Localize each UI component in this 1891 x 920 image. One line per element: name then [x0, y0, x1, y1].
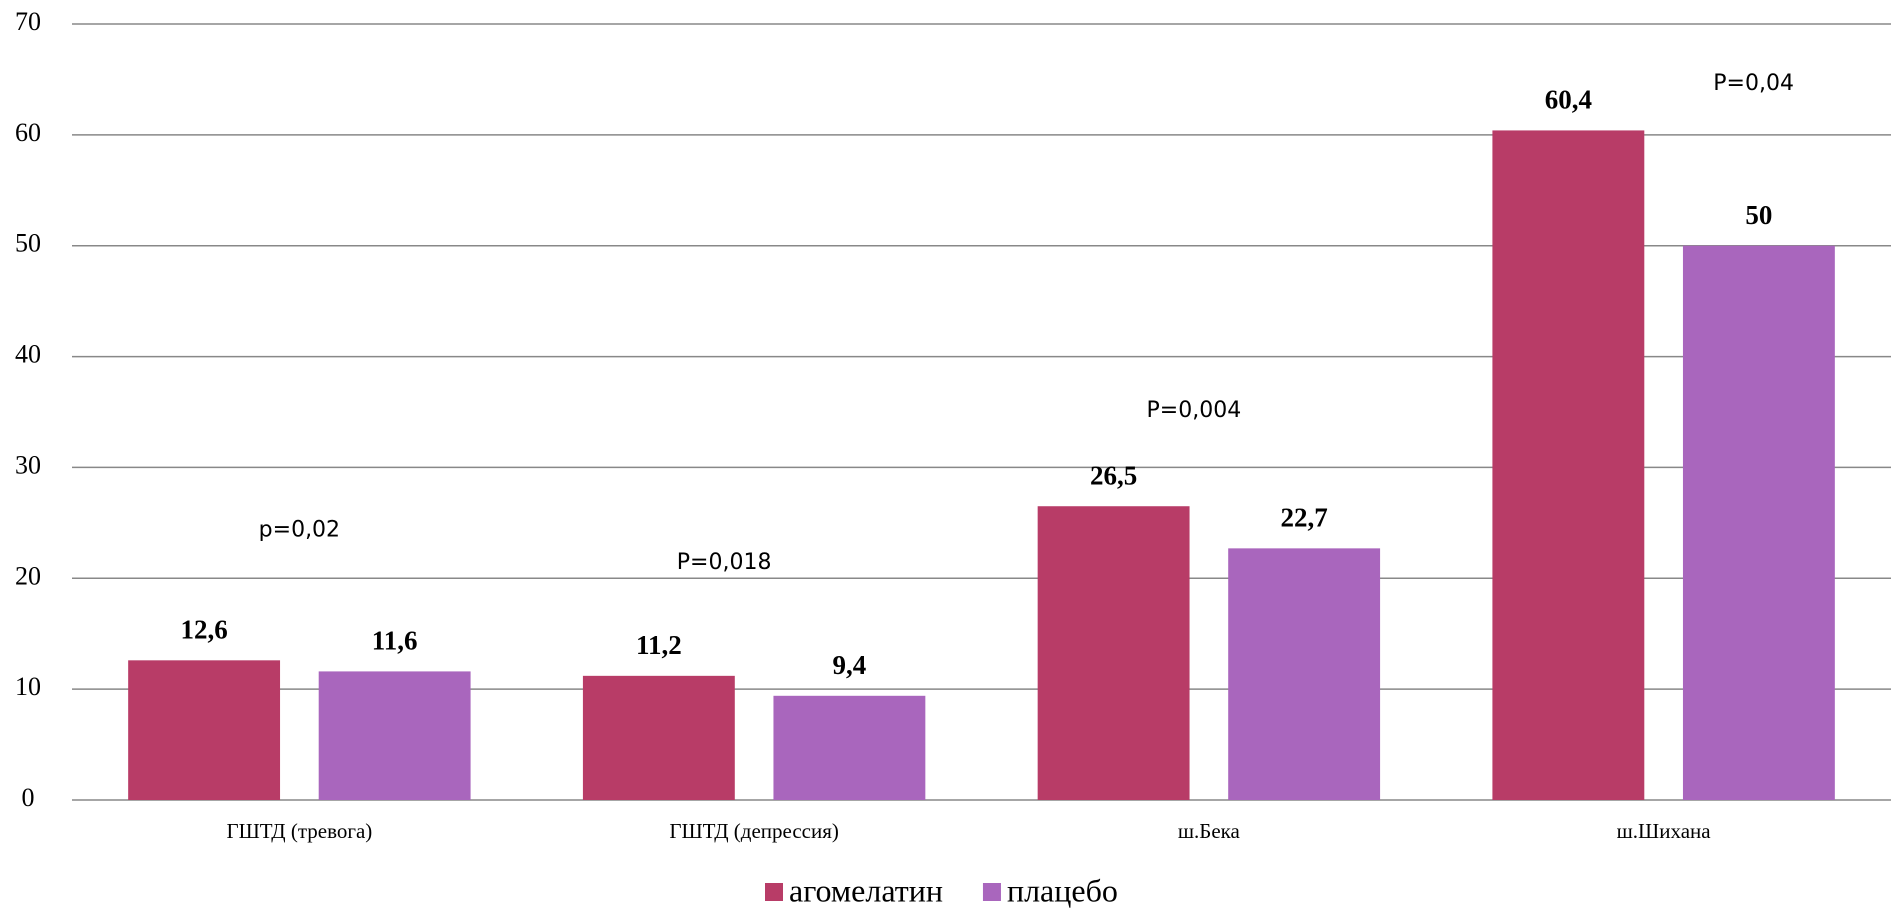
y-tick-label: 40 [15, 340, 41, 369]
bar [582, 675, 735, 800]
x-tick-label: ГШТД (тревога) [226, 819, 372, 843]
annotation: P=0,018 [677, 550, 772, 575]
annotation: P=0,04 [1713, 71, 1794, 96]
y-tick-label: 20 [15, 561, 41, 590]
legend-swatch [765, 883, 783, 901]
y-tick-label: 10 [15, 672, 41, 701]
bar [128, 660, 281, 800]
bar [1492, 130, 1645, 800]
y-tick-label: 50 [15, 229, 41, 258]
x-tick-label: ГШТД (депрессия) [669, 819, 839, 843]
y-tick-label: 0 [22, 783, 35, 812]
y-tick-label: 70 [15, 7, 41, 36]
value-label: 50 [1745, 200, 1772, 230]
value-label: 12,6 [180, 615, 227, 645]
bar [1037, 506, 1190, 800]
annotation: p=0,02 [259, 518, 340, 543]
annotation: P=0,004 [1147, 398, 1242, 423]
bar [773, 695, 926, 800]
value-label: 9,4 [833, 650, 867, 680]
x-tick-label: ш.Шихана [1617, 819, 1712, 843]
value-label: 22,7 [1281, 503, 1328, 533]
bar [1228, 548, 1381, 800]
y-tick-label: 60 [15, 118, 41, 147]
y-tick-label: 30 [15, 450, 41, 479]
legend-swatch [982, 883, 1001, 901]
bar [1682, 245, 1835, 800]
legend-label: плацебо [1007, 872, 1118, 908]
value-label: 26,5 [1090, 460, 1137, 490]
legend-label: агомелатин [789, 872, 943, 908]
value-label: 60,4 [1545, 85, 1592, 115]
x-tick-label: ш.Бека [1178, 819, 1241, 843]
value-label: 11,6 [372, 626, 418, 656]
bar [318, 671, 471, 800]
value-label: 11,2 [636, 630, 682, 660]
